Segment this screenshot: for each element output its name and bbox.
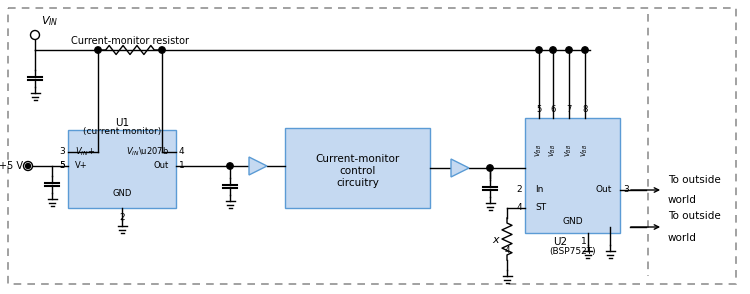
FancyBboxPatch shape <box>525 118 620 233</box>
Text: 6: 6 <box>550 105 556 114</box>
Text: x: x <box>492 235 499 245</box>
Circle shape <box>226 163 233 169</box>
Circle shape <box>23 161 32 171</box>
Text: To outside: To outside <box>668 175 721 185</box>
Text: Current-monitor resistor: Current-monitor resistor <box>71 36 189 46</box>
Text: +5 V: +5 V <box>0 161 23 171</box>
Text: GND: GND <box>112 188 132 198</box>
Text: world: world <box>668 195 697 205</box>
Text: 4: 4 <box>516 203 522 213</box>
Polygon shape <box>249 157 267 175</box>
Text: (current monitor): (current monitor) <box>82 127 161 136</box>
Text: 4: 4 <box>179 148 184 156</box>
Circle shape <box>536 47 542 53</box>
Circle shape <box>566 47 572 53</box>
Text: 1: 1 <box>179 161 184 171</box>
Text: 5: 5 <box>59 161 65 171</box>
Circle shape <box>94 47 101 53</box>
Circle shape <box>582 47 588 53</box>
Text: V+: V+ <box>75 161 88 171</box>
Text: $V_{IN}$\u207b: $V_{IN}$\u207b <box>126 146 169 158</box>
Text: $V_{BB}$: $V_{BB}$ <box>548 143 558 157</box>
Circle shape <box>159 47 165 53</box>
Text: 7: 7 <box>566 105 572 114</box>
Text: In: In <box>535 186 543 195</box>
Text: Current-monitor: Current-monitor <box>315 154 400 164</box>
Text: GND: GND <box>562 216 583 225</box>
Text: 1: 1 <box>580 237 586 246</box>
Text: $V_{BB}$: $V_{BB}$ <box>564 143 574 157</box>
Text: 8: 8 <box>582 105 588 114</box>
Text: $V_{IN}$+: $V_{IN}$+ <box>75 146 95 158</box>
Text: 3: 3 <box>623 186 628 195</box>
Text: $V_{BB}$: $V_{BB}$ <box>580 143 590 157</box>
FancyBboxPatch shape <box>68 130 176 208</box>
Polygon shape <box>451 159 469 177</box>
Circle shape <box>550 47 556 53</box>
Text: $V_{IN}$: $V_{IN}$ <box>41 14 58 28</box>
Text: ST: ST <box>535 203 546 213</box>
FancyBboxPatch shape <box>285 128 430 208</box>
Text: control: control <box>339 166 376 176</box>
Text: circuitry: circuitry <box>336 178 379 188</box>
Text: U1: U1 <box>115 118 129 128</box>
Text: 5: 5 <box>59 161 65 171</box>
Text: 2: 2 <box>119 213 124 222</box>
Text: world: world <box>668 233 697 243</box>
Text: $V_{BB}$: $V_{BB}$ <box>534 143 544 157</box>
Text: (BSP752T): (BSP752T) <box>549 247 596 256</box>
Text: Out: Out <box>154 161 169 171</box>
Text: Out: Out <box>596 186 612 195</box>
Circle shape <box>487 165 494 171</box>
Text: U2: U2 <box>554 237 568 247</box>
Text: 4: 4 <box>505 246 511 255</box>
Circle shape <box>26 163 31 168</box>
Text: 5: 5 <box>536 105 542 114</box>
Circle shape <box>31 31 40 39</box>
Text: 3: 3 <box>59 148 65 156</box>
Text: 2: 2 <box>516 186 522 195</box>
Text: To outside: To outside <box>668 211 721 221</box>
